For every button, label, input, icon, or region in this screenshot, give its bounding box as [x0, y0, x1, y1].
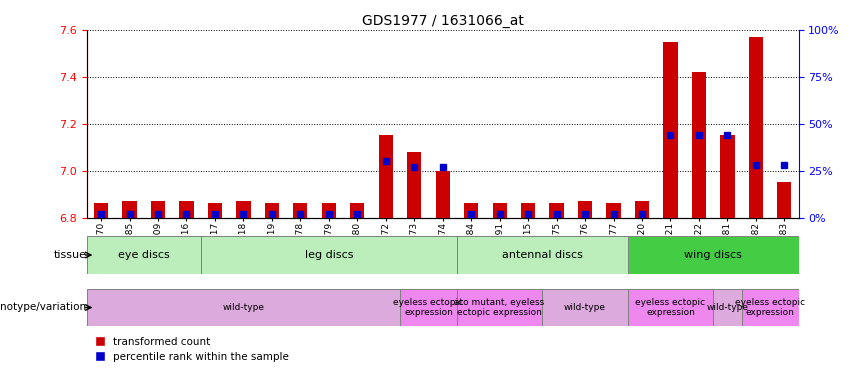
Bar — [207, 203, 222, 217]
Bar — [407, 152, 421, 217]
Bar — [457, 289, 542, 326]
Text: eyeless ectopic
expression: eyeless ectopic expression — [735, 298, 806, 317]
Bar — [720, 135, 734, 218]
Text: wild-type: wild-type — [707, 303, 748, 312]
Bar — [201, 236, 457, 274]
Bar — [87, 236, 201, 274]
Bar — [749, 37, 763, 218]
Bar — [635, 201, 649, 217]
Text: eyeless ectopic
expression: eyeless ectopic expression — [635, 298, 706, 317]
Bar — [122, 201, 136, 217]
Text: leg discs: leg discs — [305, 250, 353, 260]
Bar — [151, 201, 165, 217]
Bar — [457, 236, 628, 274]
Bar — [628, 289, 713, 326]
Bar — [663, 42, 678, 218]
Text: eyeless ectopic
expression: eyeless ectopic expression — [393, 298, 464, 317]
Legend: transformed count, percentile rank within the sample: transformed count, percentile rank withi… — [92, 333, 293, 366]
Bar — [607, 203, 621, 217]
Bar — [265, 203, 279, 217]
Bar — [578, 201, 592, 217]
Bar — [293, 203, 307, 217]
Bar — [400, 289, 457, 326]
Bar — [628, 236, 799, 274]
Bar — [492, 203, 507, 217]
Bar — [94, 203, 108, 217]
Title: GDS1977 / 1631066_at: GDS1977 / 1631066_at — [362, 13, 523, 28]
Bar — [713, 289, 741, 326]
Text: wild-type: wild-type — [564, 303, 606, 312]
Bar — [521, 203, 536, 217]
Bar — [322, 203, 336, 217]
Bar — [549, 203, 563, 217]
Text: genotype/variation: genotype/variation — [0, 303, 87, 312]
Bar — [236, 201, 251, 217]
Bar — [741, 289, 799, 326]
Bar — [436, 171, 450, 217]
Bar — [350, 203, 365, 217]
Text: tissue: tissue — [54, 250, 87, 260]
Bar — [180, 201, 194, 217]
Text: ato mutant, eyeless
ectopic expression: ato mutant, eyeless ectopic expression — [455, 298, 545, 317]
Text: wing discs: wing discs — [684, 250, 742, 260]
Text: eye discs: eye discs — [118, 250, 169, 260]
Bar — [542, 289, 628, 326]
Text: wild-type: wild-type — [222, 303, 265, 312]
Bar — [692, 72, 706, 217]
Bar — [378, 135, 393, 218]
Text: antennal discs: antennal discs — [502, 250, 582, 260]
Bar — [87, 289, 400, 326]
Bar — [464, 203, 478, 217]
Bar — [777, 182, 792, 218]
